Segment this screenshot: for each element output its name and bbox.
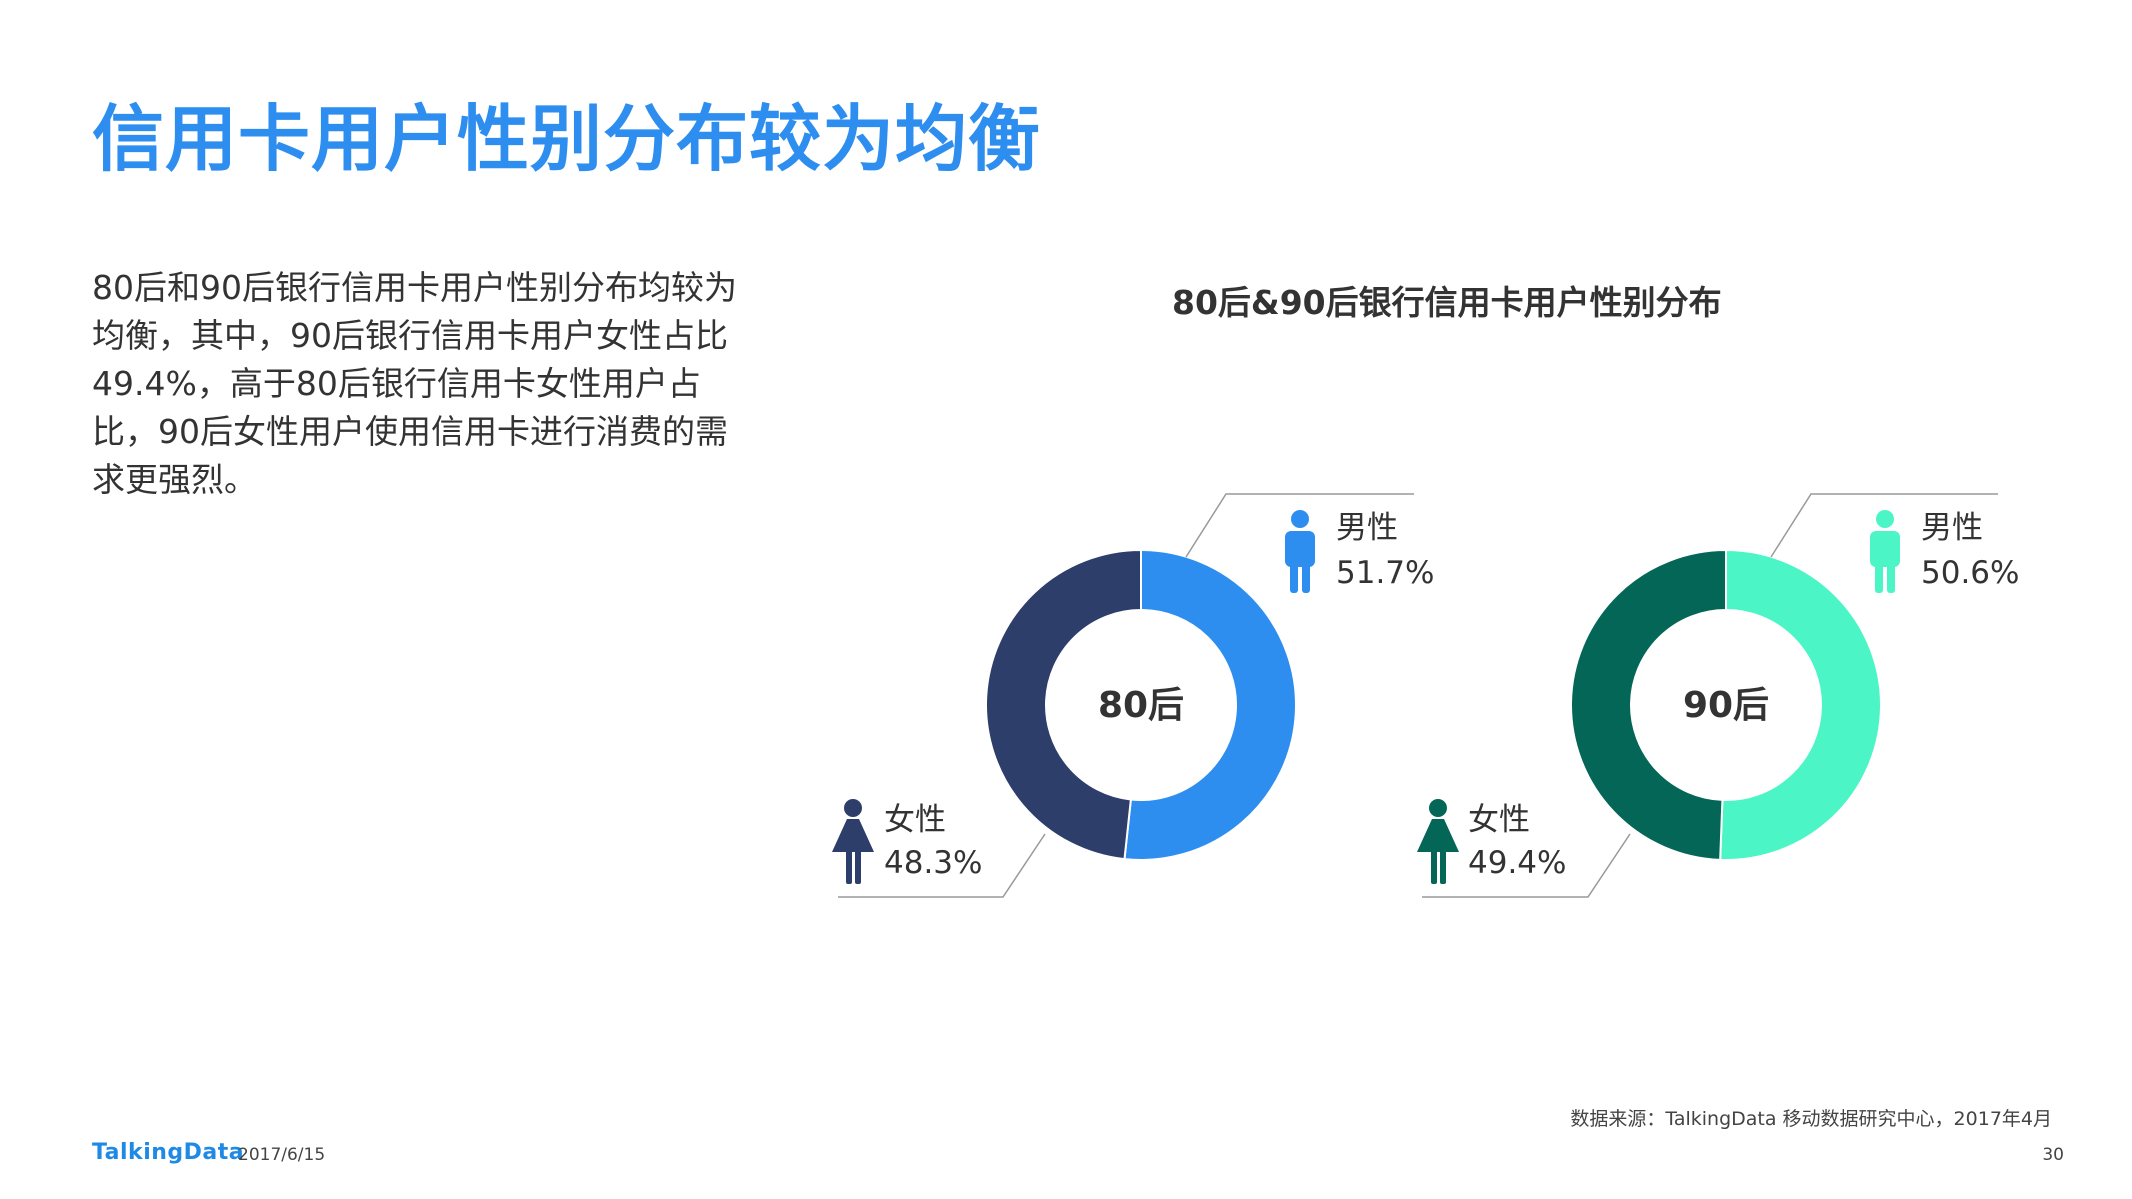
talkingdata-logo: TalkingData (92, 1140, 245, 1165)
data-source: 数据来源：TalkingData 移动数据研究中心，2017年4月 (1570, 1108, 2052, 1130)
donut-slices-80s (985, 548, 1297, 861)
legend-label-female-80s: 女性 (884, 802, 946, 838)
male-person-icon (1870, 510, 1900, 593)
donut-slice-male-90s (1719, 548, 1882, 861)
value-label-female-80s: 48.3% (884, 845, 982, 881)
description-text: 80后和90后银行信用卡用户性别分布均较为均衡，其中，90后银行信用卡用户女性占… (92, 268, 737, 499)
value-label-male-90s: 50.6% (1921, 555, 2019, 591)
donut-chart-80s: 80后 男性 51.7% 女性 48.3% (832, 493, 1434, 898)
legend-label-male-80s: 男性 (1336, 510, 1398, 546)
value-label-female-90s: 49.4% (1468, 845, 1566, 881)
male-person-icon (1285, 510, 1315, 593)
page-title: 信用卡用户性别分布较为均衡 (92, 97, 1042, 181)
leader-line-female-90s (1422, 833, 1631, 898)
female-person-icon (1417, 799, 1459, 884)
legend-label-male-90s: 男性 (1921, 510, 1983, 546)
female-person-icon (832, 799, 874, 884)
leader-line-male-90s (1770, 493, 1998, 558)
donut-slice-female-80s (985, 548, 1142, 861)
leader-line-male-80s (1185, 493, 1414, 558)
center-label-80s: 80后 (1098, 685, 1184, 726)
value-label-male-80s: 51.7% (1336, 555, 1434, 591)
footer-date: 2017/6/15 (238, 1145, 326, 1165)
center-label-90s: 90后 (1683, 685, 1769, 726)
legend-label-female-90s: 女性 (1468, 802, 1530, 838)
donut-slices-90s (1570, 548, 1882, 861)
page-number: 30 (2042, 1145, 2064, 1165)
leader-line-female-80s (838, 833, 1046, 898)
chart-title: 80后&90后银行信用卡用户性别分布 (1172, 283, 1722, 322)
donut-chart-90s: 90后 男性 50.6% 女性 49.4% (1417, 493, 2019, 898)
donut-slice-female-90s (1570, 548, 1727, 861)
donut-slice-male-80s (1123, 548, 1297, 861)
